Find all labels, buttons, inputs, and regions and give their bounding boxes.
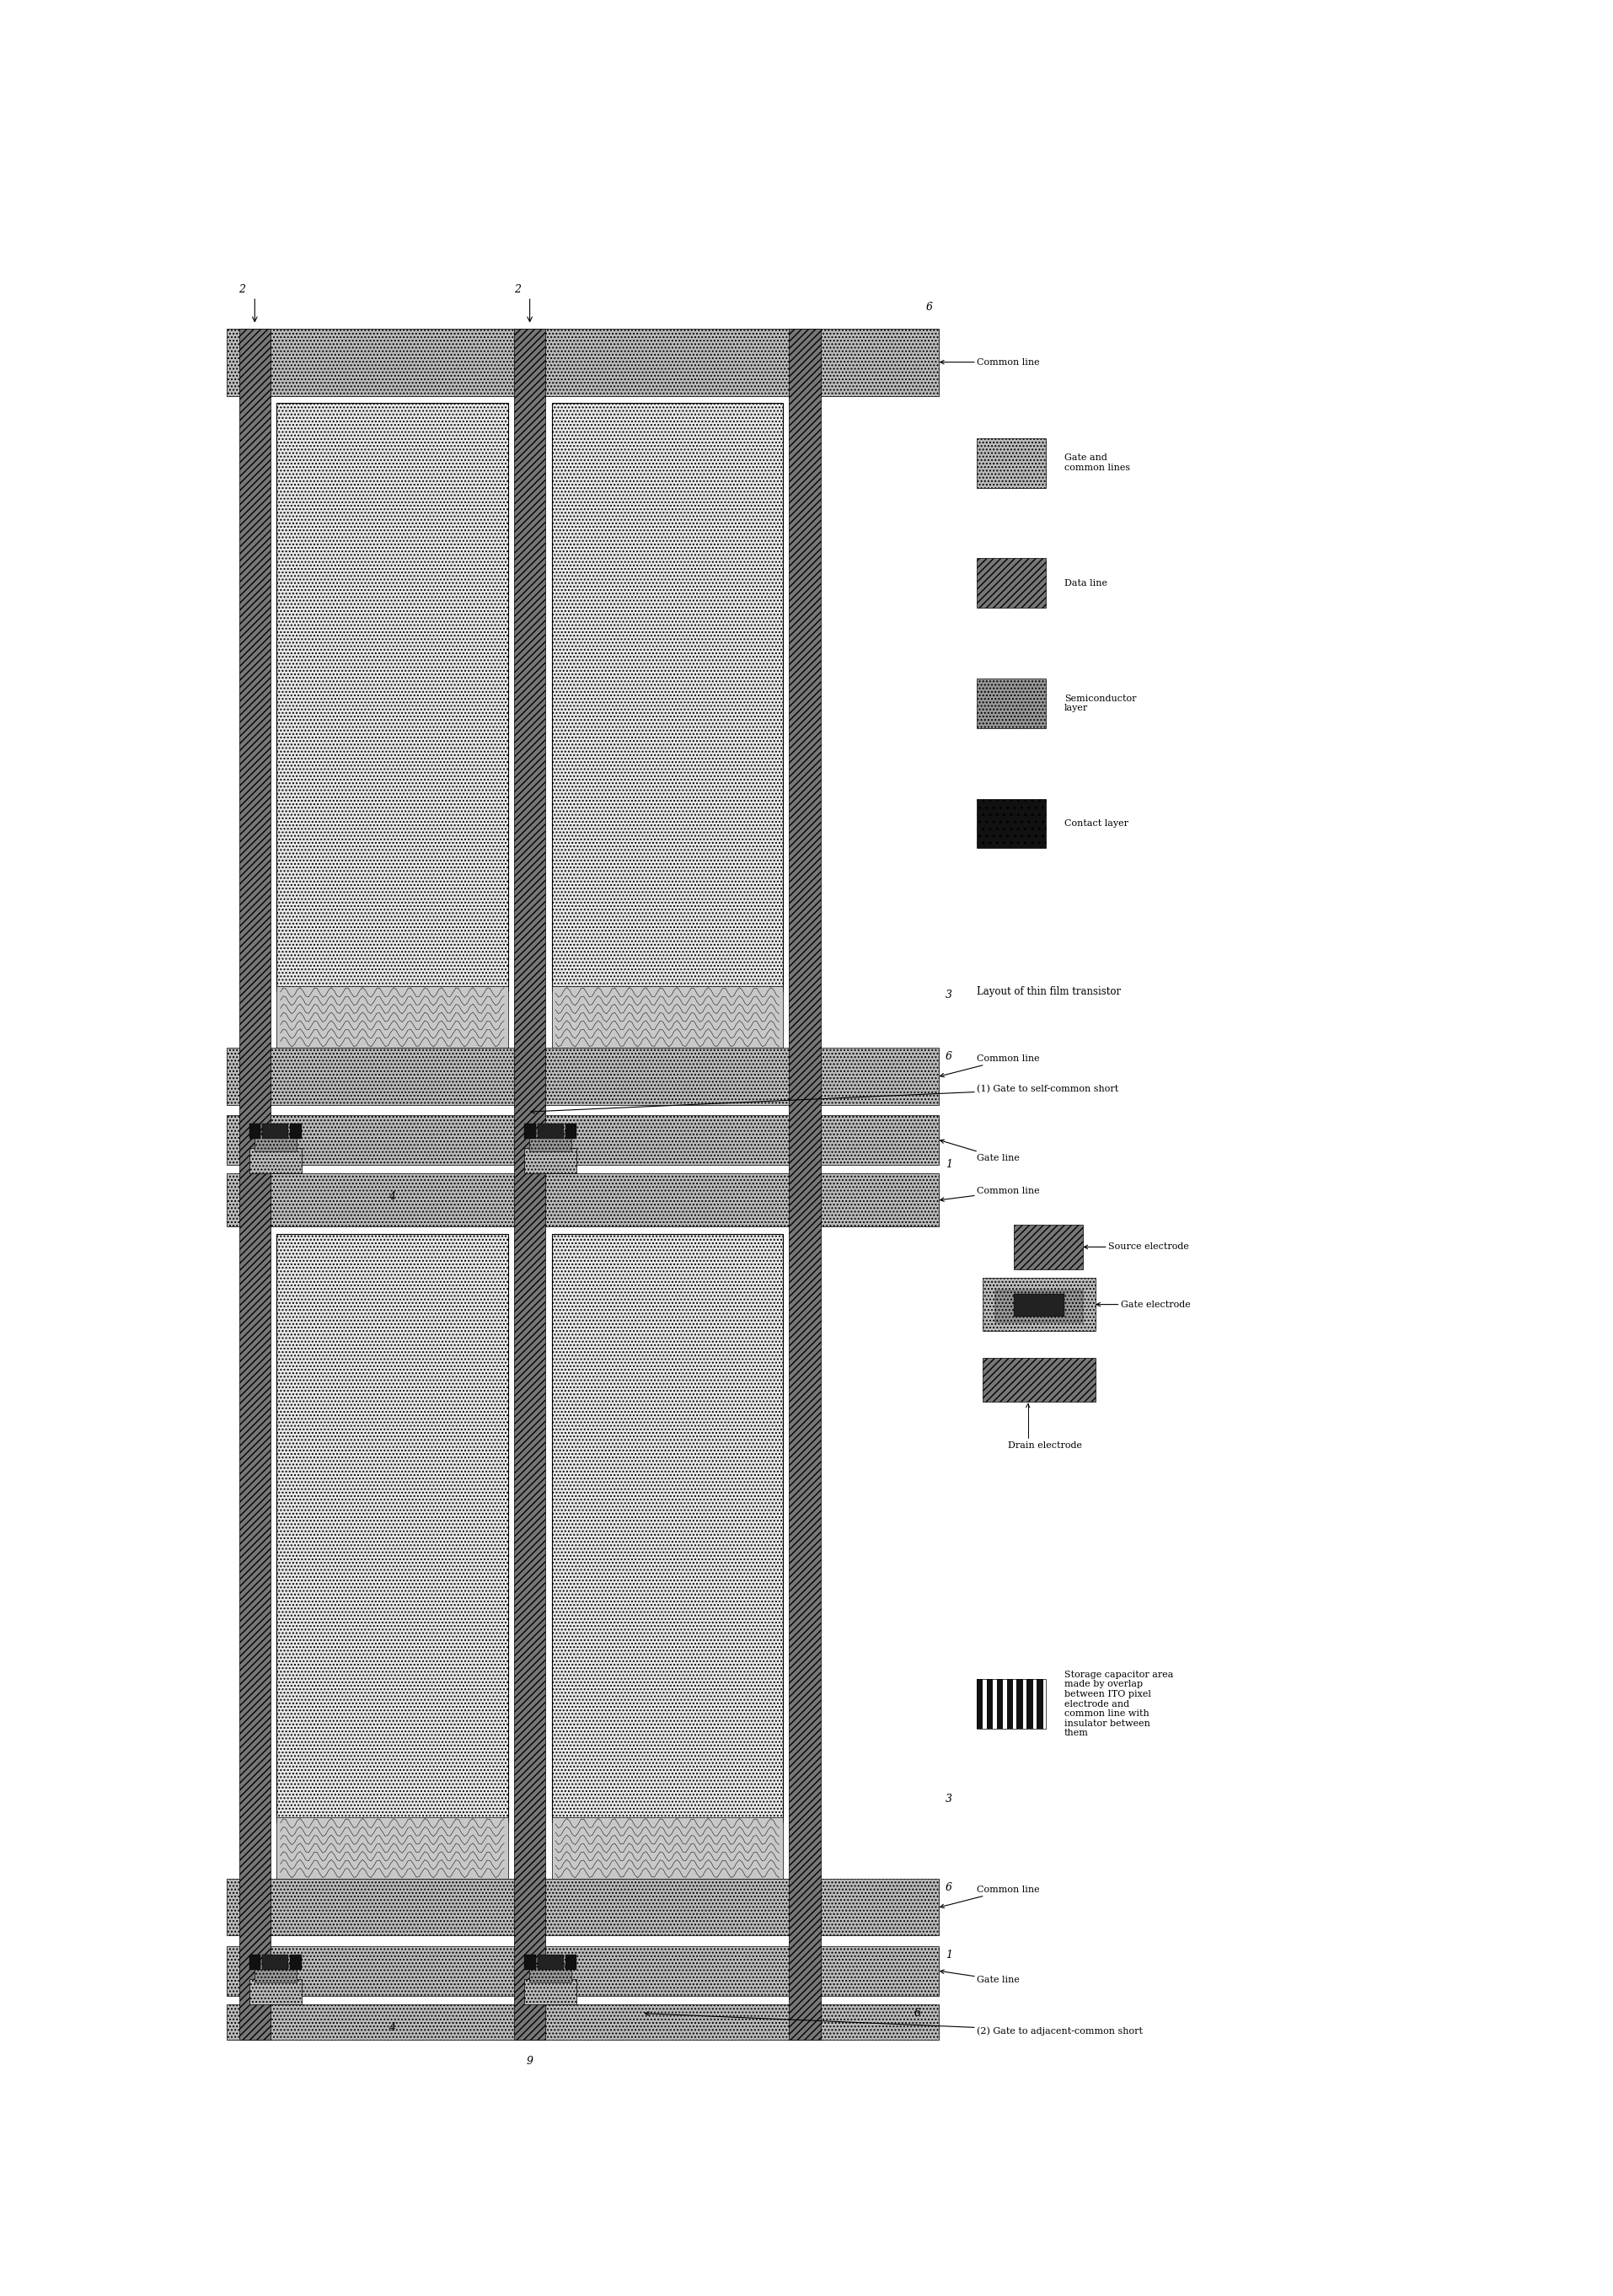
Bar	[1007, 1678, 1013, 1729]
Bar	[987, 1678, 994, 1729]
Bar	[290, 1125, 302, 1139]
Text: 4: 4	[389, 1192, 395, 1203]
Text: 6: 6	[945, 1883, 952, 1894]
Text: 6: 6	[926, 301, 932, 312]
Text: 6: 6	[945, 1052, 952, 1063]
Text: 6: 6	[915, 2009, 921, 2018]
Bar	[515, 328, 545, 2039]
Bar	[277, 1233, 508, 1823]
Text: Gate line: Gate line	[940, 1970, 1019, 1984]
Bar	[977, 799, 1045, 847]
Text: 9: 9	[526, 2055, 534, 2066]
Bar	[537, 1125, 563, 1139]
Bar	[227, 1878, 939, 1936]
Bar	[239, 328, 271, 2039]
Bar	[1027, 1678, 1032, 1729]
Bar	[977, 439, 1045, 487]
Text: Gate and
common lines: Gate and common lines	[1065, 455, 1131, 473]
Bar	[1016, 1678, 1023, 1729]
Text: (1) Gate to self-common short: (1) Gate to self-common short	[531, 1084, 1118, 1114]
Bar	[552, 987, 782, 1047]
Bar	[248, 1979, 302, 2004]
Bar	[977, 680, 1045, 728]
Bar	[248, 1148, 302, 1173]
Text: Drain electrode: Drain electrode	[1008, 1403, 1082, 1451]
Bar	[977, 558, 1045, 608]
Bar	[227, 1947, 939, 1995]
Bar	[1015, 1224, 1082, 1270]
Bar	[529, 1132, 571, 1153]
Text: Common line: Common line	[940, 1187, 1039, 1201]
Bar	[1015, 1295, 1065, 1318]
Bar	[529, 1963, 571, 1981]
Text: Source electrode: Source electrode	[1084, 1242, 1189, 1251]
Text: Contact layer: Contact layer	[1065, 820, 1127, 829]
Text: Common line: Common line	[940, 1885, 1039, 1908]
Bar	[1037, 1678, 1044, 1729]
Text: Gate line: Gate line	[940, 1139, 1019, 1162]
Bar	[277, 1816, 508, 1878]
Text: Layout of thin film transistor: Layout of thin film transistor	[977, 987, 1121, 996]
Bar	[277, 987, 508, 1047]
Bar	[997, 1678, 1003, 1729]
Bar	[524, 1125, 536, 1139]
Bar	[255, 1132, 297, 1153]
Bar	[552, 1233, 782, 1823]
Bar	[290, 1954, 302, 1970]
Bar	[982, 1279, 1095, 1332]
Bar	[255, 1963, 297, 1981]
Bar	[277, 402, 508, 992]
Text: 1: 1	[945, 1159, 952, 1171]
Bar	[537, 1954, 563, 1970]
Bar	[977, 1678, 982, 1729]
Bar	[552, 1816, 782, 1878]
Bar	[227, 2004, 939, 2039]
Bar	[565, 1125, 577, 1139]
Text: 3: 3	[945, 1793, 952, 1805]
Text: Data line: Data line	[1065, 579, 1107, 588]
Text: 4: 4	[389, 2023, 395, 2032]
Bar	[227, 328, 939, 395]
Text: 8: 8	[527, 1146, 532, 1153]
Bar	[565, 1954, 577, 1970]
Text: 1: 1	[945, 1949, 952, 1961]
Bar	[789, 328, 821, 2039]
Bar	[524, 1979, 577, 2004]
Bar	[248, 1954, 261, 1970]
Text: 3: 3	[945, 990, 952, 1001]
Text: 2: 2	[515, 285, 521, 296]
Text: Common line: Common line	[940, 358, 1039, 367]
Bar	[977, 1678, 1045, 1729]
Text: Semiconductor
layer: Semiconductor layer	[1065, 693, 1136, 712]
Text: Common line: Common line	[940, 1054, 1039, 1077]
Bar	[263, 1954, 289, 1970]
Bar	[227, 1173, 939, 1226]
Bar	[524, 1148, 577, 1173]
Bar	[995, 1290, 1082, 1322]
Bar	[248, 1125, 261, 1139]
Bar	[524, 1954, 536, 1970]
Bar	[552, 402, 782, 992]
Bar	[982, 1357, 1095, 1401]
Text: (2) Gate to adjacent-common short: (2) Gate to adjacent-common short	[645, 2011, 1142, 2037]
Text: 2: 2	[239, 285, 245, 296]
Bar	[227, 1116, 939, 1164]
Text: Storage capacitor area
made by overlap
between ITO pixel
electrode and
common li: Storage capacitor area made by overlap b…	[1065, 1671, 1173, 1738]
Bar	[227, 1047, 939, 1104]
Bar	[263, 1125, 289, 1139]
Text: Gate electrode: Gate electrode	[1097, 1300, 1190, 1309]
